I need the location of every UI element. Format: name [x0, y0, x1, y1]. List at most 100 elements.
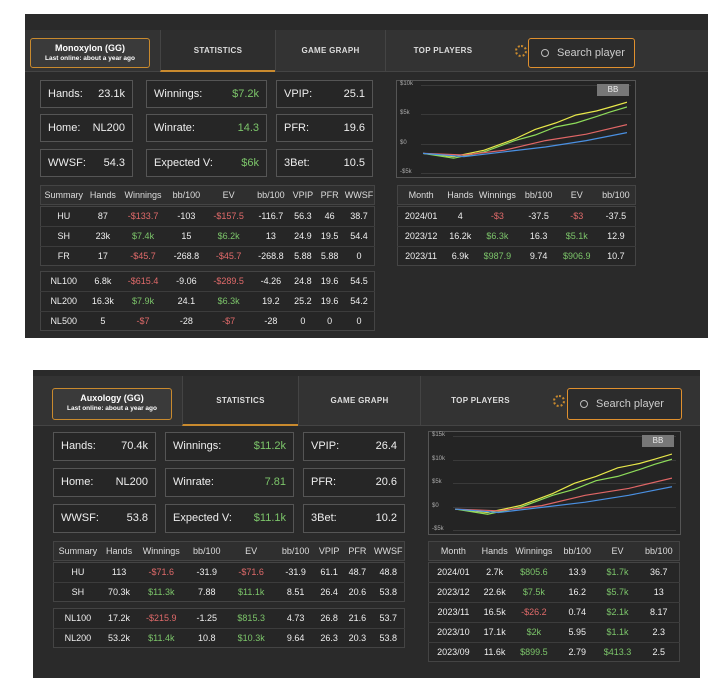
tab[interactable]: STATISTICS — [182, 376, 298, 426]
row-divider — [40, 291, 375, 292]
stat-label: VPIP: — [284, 88, 313, 100]
table-cell: NL100 — [64, 613, 92, 623]
table-cell: 16.5k — [483, 607, 506, 617]
settings-icon[interactable] — [515, 45, 527, 57]
stat-label: 3Bet: — [311, 512, 337, 524]
stat-label: VPIP: — [311, 440, 340, 452]
table-cell: SH — [71, 587, 85, 597]
table-cell: -28 — [179, 316, 193, 326]
search-box[interactable]: Search player — [528, 38, 635, 68]
table-cell: -$3 — [570, 211, 584, 221]
table-cell: 24.1 — [177, 296, 196, 306]
table-cell: 6.8k — [94, 276, 112, 286]
stat-box: 3Bet: 10.2 — [303, 504, 405, 533]
table-cell: FR — [57, 251, 70, 261]
graph-line — [455, 487, 672, 513]
table-cell: -37.5 — [605, 211, 627, 221]
table-cell: 5.88 — [294, 251, 312, 261]
table-cell: 2023/11 — [437, 607, 470, 617]
table-cell: -$3 — [490, 211, 504, 221]
table-cell: -$289.5 — [213, 276, 244, 286]
stat-box: Winrate: 14.3 — [146, 114, 267, 142]
stat-value: 20.6 — [375, 476, 397, 488]
tab[interactable]: STATISTICS — [160, 30, 275, 72]
row-divider — [53, 582, 405, 583]
stat-label: Winnings: — [173, 440, 222, 452]
table-cell: 2023/10 — [437, 627, 470, 637]
stat-box: 3Bet: 10.5 — [276, 149, 373, 177]
y-tick-label: $0 — [432, 502, 439, 509]
player-panel: Monoxylon (GG) Last online: about a year … — [25, 14, 708, 338]
graph-line — [455, 459, 672, 514]
table-cell: 16.2k — [449, 231, 472, 241]
stat-label: PFR: — [311, 476, 337, 488]
table-cell: 7.88 — [198, 587, 216, 597]
stat-box: PFR: 19.6 — [276, 114, 373, 142]
column-header: Winnings — [478, 190, 516, 200]
graph-line — [423, 107, 627, 158]
stat-box: Hands: 70.4k — [53, 432, 156, 461]
column-header: bb/100 — [563, 546, 592, 556]
stat-value: $6k — [241, 157, 259, 169]
stat-label: WWSF: — [48, 157, 86, 169]
stat-value: $11.1k — [253, 512, 286, 524]
table-cell: -$157.5 — [213, 211, 244, 221]
table-cell: 21.6 — [348, 613, 367, 623]
table-cell: -4.26 — [260, 276, 282, 286]
column-header: EV — [222, 190, 235, 200]
table-cell: $7.9k — [132, 296, 155, 306]
column-header: Winnings — [142, 546, 180, 556]
tab[interactable]: TOP PLAYERS — [420, 376, 540, 426]
table-cell: 13 — [265, 231, 276, 241]
stat-box: Expected V: $11.1k — [165, 504, 294, 533]
table-cell: $6.3k — [486, 231, 509, 241]
search-icon — [541, 49, 549, 57]
stat-value: 53.8 — [126, 512, 148, 524]
table-cell: 16.3k — [91, 296, 114, 306]
table-cell: -31.9 — [285, 567, 306, 577]
table-cell: 9.64 — [286, 633, 305, 643]
settings-icon[interactable] — [553, 395, 565, 407]
table-cell: 38.7 — [350, 211, 368, 221]
graph-badge: BB — [642, 435, 674, 447]
stat-value: 25.1 — [343, 88, 365, 100]
y-tick-label: $5k — [400, 110, 410, 117]
tab[interactable]: TOP PLAYERS — [385, 30, 500, 72]
table-cell: 15 — [181, 231, 192, 241]
table-cell: 53.7 — [379, 613, 397, 623]
column-header: bb/100 — [193, 546, 221, 556]
table-cell: 10.7 — [607, 251, 625, 261]
table-cell: 0 — [356, 251, 362, 261]
y-tick-label: $0 — [400, 139, 407, 146]
table-cell: 13 — [653, 587, 664, 597]
column-header: bb/100 — [645, 546, 673, 556]
table-cell: 9.74 — [529, 251, 548, 261]
tab[interactable]: GAME GRAPH — [298, 376, 420, 426]
table-box — [428, 541, 680, 561]
table-cell: $6.3k — [217, 296, 240, 306]
table-cell: 8.51 — [286, 587, 305, 597]
search-box[interactable]: Search player — [567, 388, 682, 420]
column-header: WWSF — [344, 190, 374, 200]
table-cell: $1.7k — [606, 567, 629, 577]
table-cell: 48.7 — [348, 567, 367, 577]
table-cell: 2023/11 — [405, 251, 438, 261]
mini-graph: $10k $5k $0 -$5k BB — [396, 80, 636, 178]
stat-label: Hands: — [61, 440, 96, 452]
table-cell: 26.4 — [320, 587, 338, 597]
column-header: EV — [570, 190, 583, 200]
stat-value: 54.3 — [103, 157, 125, 169]
table-cell: -103 — [177, 211, 196, 221]
table-box — [397, 206, 636, 266]
stat-label: Expected V: — [154, 157, 213, 169]
player-box: Auxology (GG) Last online: about a year a… — [52, 388, 172, 420]
table-cell: 2023/12 — [437, 587, 470, 597]
tab[interactable]: GAME GRAPH — [275, 30, 385, 72]
column-header: Hands — [106, 546, 133, 556]
column-header: Hands — [481, 546, 508, 556]
search-placeholder: Search player — [596, 398, 664, 410]
table-cell: $6.2k — [217, 231, 240, 241]
row-divider — [40, 226, 375, 227]
stat-label: Hands: — [48, 88, 83, 100]
grid-line — [453, 483, 676, 484]
